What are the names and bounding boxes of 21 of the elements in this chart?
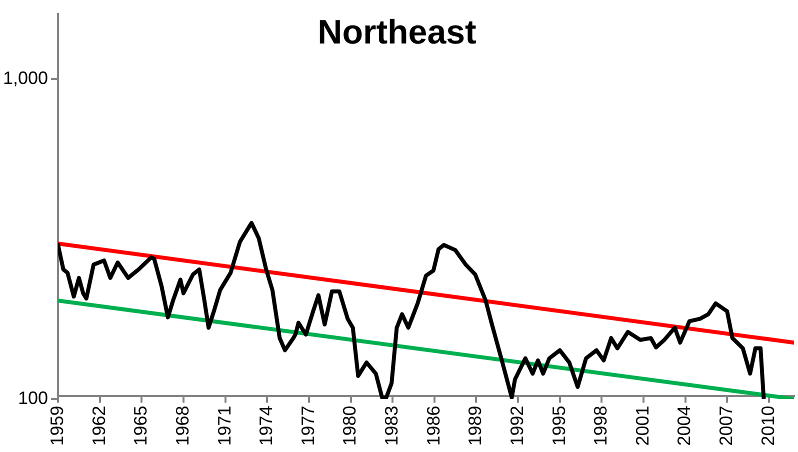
x-tick-label: 1986 [423, 406, 444, 446]
y-tick-label: 100 [18, 388, 48, 408]
x-tick-label: 1971 [214, 406, 234, 446]
x-tick-label: 2010 [758, 406, 778, 446]
y-tick-label: 1,000 [2, 68, 48, 88]
x-tick-label: 1965 [130, 406, 151, 446]
x-tick-label: 2007 [716, 406, 736, 446]
x-tick-label: 1998 [590, 406, 611, 446]
x-tick-label: 1977 [298, 406, 318, 446]
x-tick-label: 1989 [465, 406, 486, 446]
x-tick-label: 1980 [340, 406, 360, 446]
x-tick-label: 1995 [548, 406, 569, 446]
x-tick-label: 2004 [674, 406, 694, 446]
x-tick-label: 1959 [47, 406, 68, 446]
chart-title: Northeast [318, 14, 476, 52]
x-tick-label: 1983 [382, 406, 402, 446]
x-tick-label: 1968 [172, 406, 192, 446]
x-tick-label: 2001 [632, 406, 652, 446]
x-tick-label: 1974 [256, 406, 276, 446]
x-tick-label: 1992 [506, 406, 527, 446]
x-tick-label: 1962 [88, 406, 109, 446]
